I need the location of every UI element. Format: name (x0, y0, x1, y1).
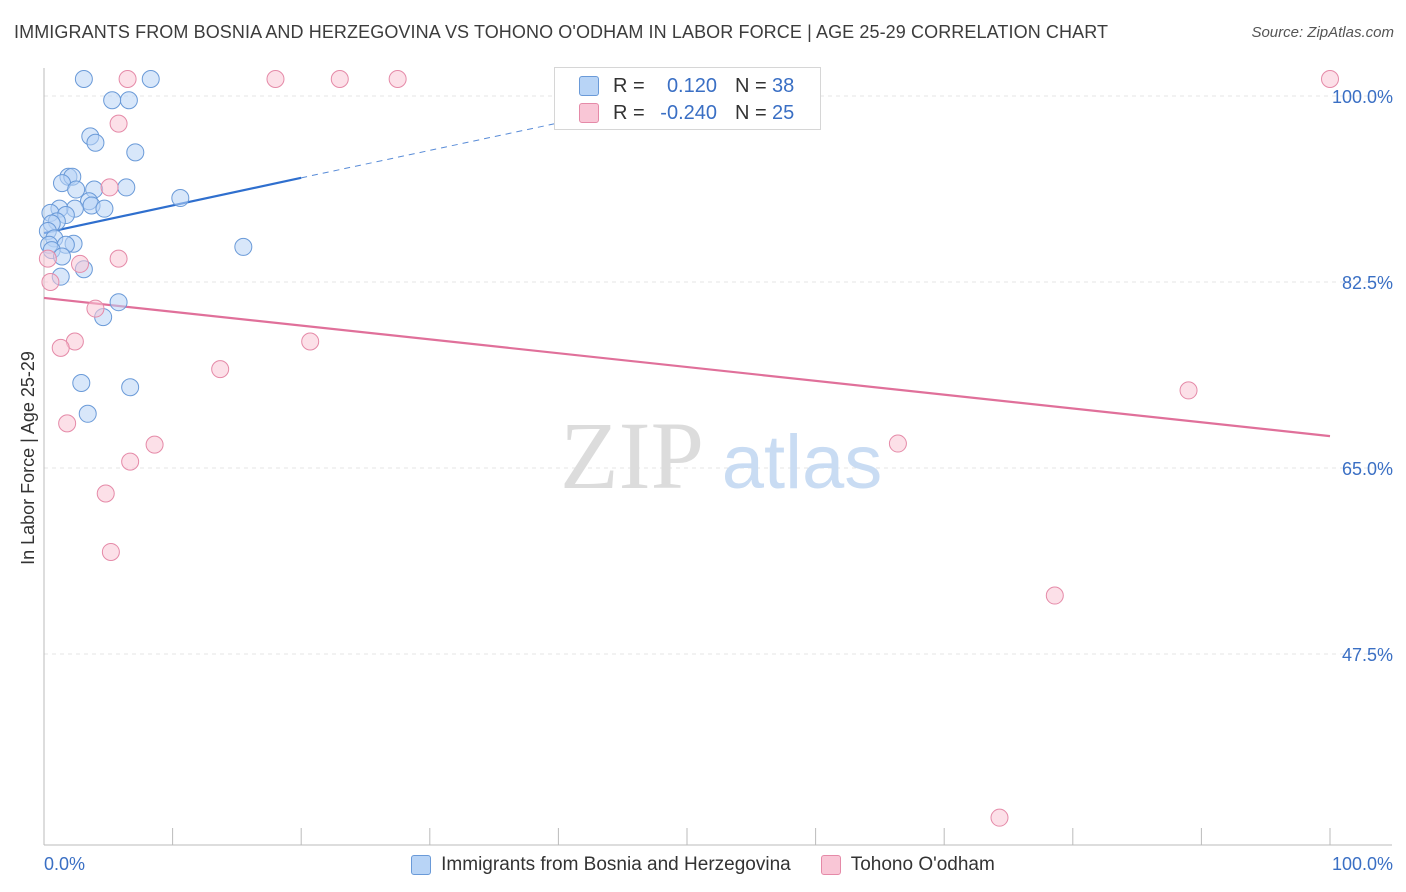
point-series2 (121, 452, 140, 471)
point-series2 (109, 114, 128, 133)
y-tick-label: 82.5% (1342, 273, 1393, 293)
trend-lines (43, 111, 1331, 438)
stats-box: R = 0.120 N = 38 R = -0.240 N = 25 (554, 67, 821, 130)
point-series1 (86, 133, 105, 152)
watermark: ZIP atlas (560, 402, 882, 509)
axes (43, 68, 1392, 846)
stats-r-label: R = (613, 74, 645, 97)
point-series2 (990, 808, 1009, 827)
point-series2 (388, 69, 407, 88)
point-series1 (95, 199, 114, 218)
point-series1 (117, 178, 136, 197)
stats-n-value-series2: 25 (772, 101, 795, 124)
point-series2 (41, 273, 60, 291)
legend-label-series2: Tohono O'odham (850, 854, 995, 875)
legend-swatch-series2 (820, 855, 841, 875)
x-tick-label-min: 0.0% (44, 854, 85, 874)
y-tick-label: 65.0% (1342, 459, 1393, 479)
stats-swatch-series2 (579, 103, 599, 123)
trend-line-series1 (43, 176, 302, 235)
x-tick-label-max: 100.0% (1332, 854, 1393, 874)
y-axis-label: In Labor Force | Age 25-29 (18, 351, 38, 565)
grid-lines (44, 95, 1392, 655)
point-series2 (330, 69, 349, 88)
point-series1 (121, 378, 140, 397)
trend-line-extension-series1 (301, 111, 610, 179)
point-series1 (171, 189, 190, 208)
point-series2 (1321, 69, 1339, 88)
point-series2 (1045, 586, 1064, 605)
point-series1 (119, 91, 138, 110)
legend: Immigrants from Bosnia and Herzegovina T… (0, 851, 1406, 879)
legend-item-series2[interactable]: Tohono O'odham (820, 854, 995, 876)
chart-title: IMMIGRANTS FROM BOSNIA AND HERZEGOVINA V… (14, 22, 1109, 42)
stats-r-label: R = (613, 101, 645, 124)
point-series2 (109, 249, 128, 268)
point-series2 (101, 542, 120, 561)
point-series2 (888, 434, 907, 453)
y-tick-label: 47.5% (1342, 645, 1393, 665)
stats-swatch-series1 (579, 76, 599, 96)
point-series2 (1179, 381, 1198, 400)
point-series2 (100, 178, 119, 197)
trend-line-series2 (43, 296, 1331, 438)
point-series2 (211, 360, 230, 379)
point-series2 (51, 338, 70, 357)
legend-item-series1[interactable]: Immigrants from Bosnia and Herzegovina (411, 854, 791, 876)
tick-labels: 100.0% 82.5% 65.0% 47.5% 0.0% 100.0% (44, 87, 1393, 874)
point-series1 (67, 180, 86, 199)
legend-label-series1: Immigrants from Bosnia and Herzegovina (441, 854, 791, 875)
point-series2 (86, 299, 105, 318)
point-series1 (103, 91, 122, 110)
y-tick-label: 100.0% (1332, 87, 1393, 107)
point-series2 (118, 69, 137, 88)
watermark-atlas: atlas (722, 420, 883, 505)
data-points (38, 69, 1339, 827)
point-series2 (301, 332, 320, 351)
stats-n-value-series1: 38 (772, 74, 795, 97)
point-series2 (58, 414, 77, 433)
stats-r-value-series2: -0.240 (660, 101, 717, 124)
point-series1 (72, 373, 91, 392)
point-series2 (266, 69, 285, 88)
point-series1 (234, 237, 253, 256)
point-series2 (38, 249, 57, 268)
stats-n-label: N = (735, 74, 767, 97)
point-series2 (96, 484, 115, 503)
point-series1 (126, 143, 145, 162)
chart-source: Source: ZipAtlas.com (1251, 24, 1394, 41)
point-series1 (78, 404, 97, 423)
point-series1 (109, 293, 128, 312)
point-series1 (141, 69, 160, 88)
legend-swatch-series1 (411, 855, 432, 875)
stats-r-value-series1: 0.120 (666, 74, 717, 97)
point-series2 (145, 435, 164, 454)
stats-n-label: N = (735, 101, 767, 124)
point-series1 (74, 69, 93, 88)
watermark-zip: ZIP (560, 402, 704, 509)
point-series2 (71, 254, 90, 273)
